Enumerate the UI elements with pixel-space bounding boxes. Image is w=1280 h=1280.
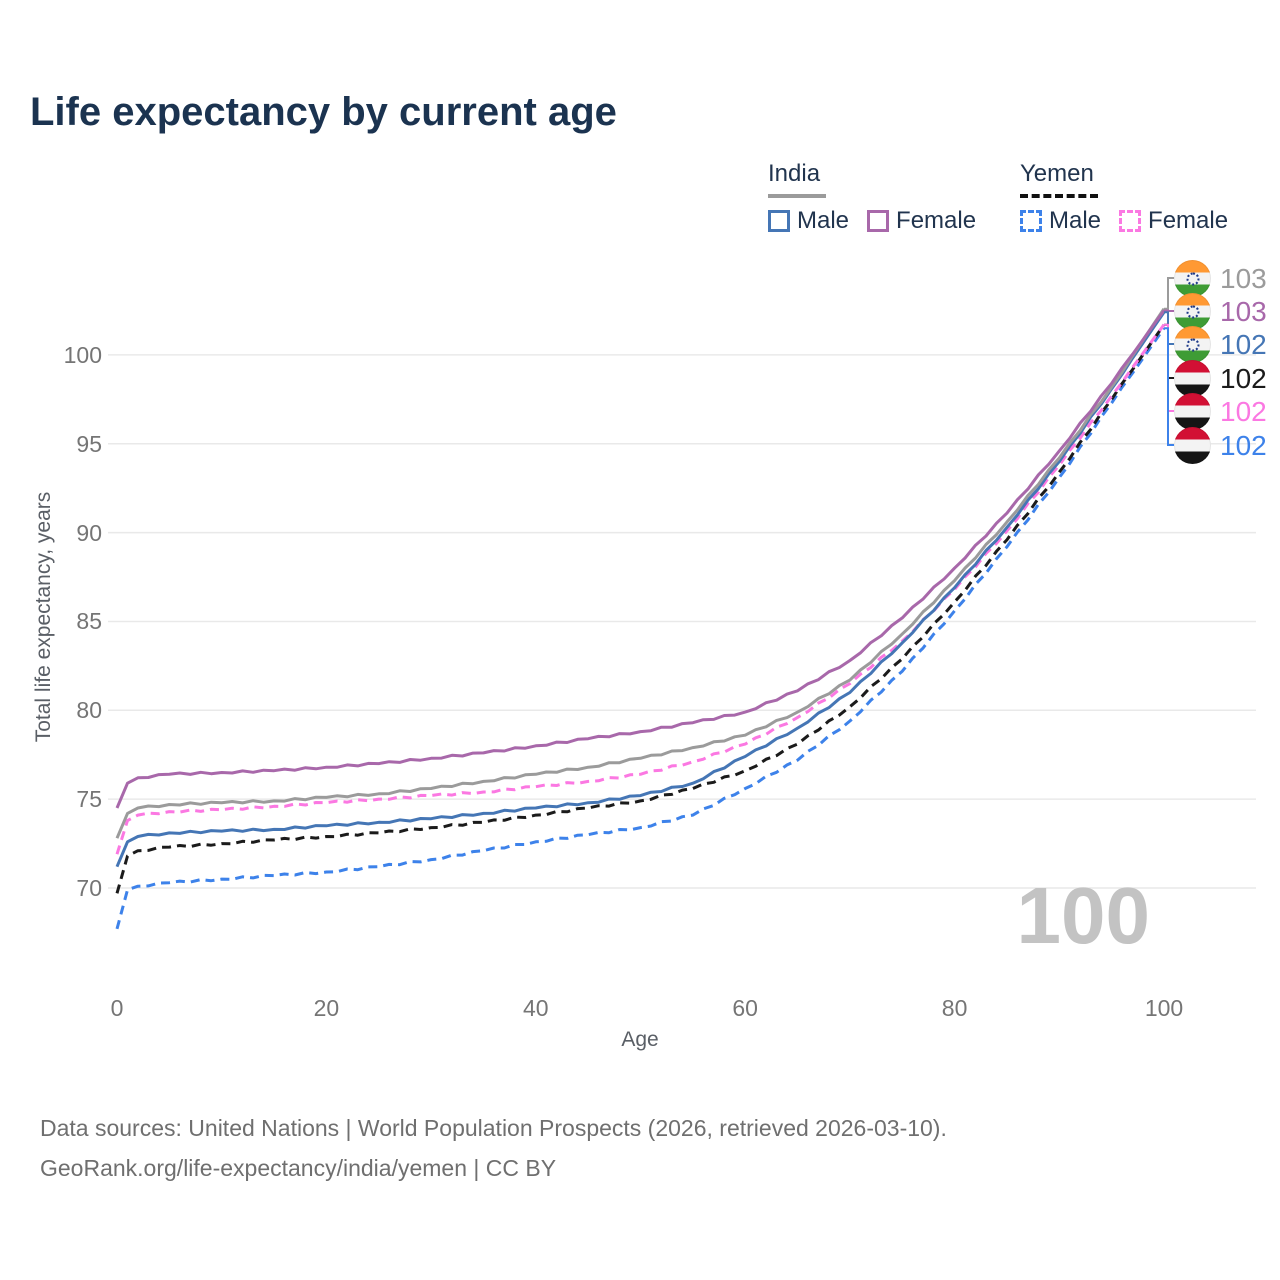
page-title: Life expectancy by current age xyxy=(30,90,617,134)
x-tick-label-100: 100 xyxy=(1144,995,1184,1021)
legend-item-yemen-male[interactable]: Male xyxy=(1020,207,1101,235)
series-line-yemen-female[interactable] xyxy=(115,323,1166,855)
india-male-swatch-icon xyxy=(768,210,790,232)
india-flag-icon xyxy=(1174,260,1211,297)
x-tick-label-0: 0 xyxy=(110,995,124,1021)
y-tick-label-70: 70 xyxy=(76,875,102,901)
ashoka-chakra-icon xyxy=(1186,338,1199,351)
series-line-india-total[interactable] xyxy=(115,307,1166,839)
x-tick-label-40: 40 xyxy=(523,995,549,1021)
callout-row-yemen-5: 102 xyxy=(1174,427,1267,464)
callout-value: 102 xyxy=(1220,362,1267,394)
legend-country-india[interactable]: India xyxy=(768,160,821,187)
legend-underline-yemen-dashed xyxy=(1020,194,1098,198)
legend-label-india-female: Female xyxy=(896,207,977,234)
india-female-swatch-icon xyxy=(867,210,890,232)
india-flag-icon xyxy=(1174,293,1211,330)
x-tick-label-60: 60 xyxy=(732,995,758,1021)
callout-value: 103 xyxy=(1220,295,1267,327)
y-tick-label-75: 75 xyxy=(76,786,102,813)
legend-label-india-male: Male xyxy=(797,207,850,234)
series-line-india-male[interactable] xyxy=(115,311,1166,868)
yemen-flag-icon xyxy=(1174,360,1211,397)
y-tick-label-85: 85 xyxy=(76,608,102,635)
series-line-india-female[interactable] xyxy=(115,309,1166,809)
legend-label-yemen-female: Female xyxy=(1148,207,1229,234)
series-line-yemen-male[interactable] xyxy=(115,327,1166,930)
callout-value: 103 xyxy=(1220,262,1267,294)
leader-line-india-female xyxy=(1164,309,1174,312)
legend-item-india-female[interactable]: Female xyxy=(867,207,976,235)
callout-row-yemen-4: 102 xyxy=(1174,393,1267,430)
y-tick-label-100: 100 xyxy=(63,341,102,368)
y-tick-label-80: 80 xyxy=(76,697,102,724)
yemen-flag-icon xyxy=(1174,427,1211,464)
y-tick-label-90: 90 xyxy=(76,519,102,546)
callout-row-india-2: 102 xyxy=(1174,326,1267,363)
x-axis-title: Age xyxy=(621,1028,659,1051)
callout-row-india-0: 103 xyxy=(1174,260,1267,297)
callout-row-india-1: 103 xyxy=(1174,293,1267,330)
legend-country-yemen[interactable]: Yemen xyxy=(1020,160,1094,187)
data-source-line: Data sources: United Nations | World Pop… xyxy=(40,1115,947,1141)
yemen-female-swatch-icon xyxy=(1119,210,1142,232)
x-tick-label-20: 20 xyxy=(313,995,340,1021)
callout-value: 102 xyxy=(1220,429,1267,461)
legend-underline-india-solid xyxy=(768,194,826,198)
yemen-male-swatch-icon xyxy=(1020,210,1042,232)
callout-leader-lines xyxy=(1164,277,1174,446)
license-line: GeoRank.org/life-expectancy/india/yemen … xyxy=(40,1155,557,1182)
legend-group-yemen: Yemen Male Female xyxy=(1020,160,1228,235)
yemen-flag-icon xyxy=(1174,393,1211,430)
callout-value: 102 xyxy=(1220,395,1267,427)
ashoka-chakra-icon xyxy=(1186,272,1199,285)
series-lines xyxy=(115,307,1166,930)
leader-line-india-total xyxy=(1164,277,1174,310)
legend-label-yemen-male: Male xyxy=(1049,207,1102,234)
ashoka-chakra-icon xyxy=(1186,305,1199,318)
y-tick-label-95: 95 xyxy=(76,430,102,457)
legend-item-india-male[interactable]: Male xyxy=(768,207,849,235)
legend-item-yemen-female[interactable]: Female xyxy=(1119,207,1228,235)
legend-group-india: India Male Female xyxy=(768,160,976,235)
footer-attribution: Data sources: United Nations | World Pop… xyxy=(40,1108,947,1189)
series-line-yemen-total[interactable] xyxy=(115,323,1166,894)
india-flag-icon xyxy=(1174,326,1211,363)
age-watermark: 100 xyxy=(1016,871,1150,960)
x-tick-label-80: 80 xyxy=(941,995,968,1021)
callout-value: 102 xyxy=(1220,328,1267,360)
leader-line-yemen-male xyxy=(1164,327,1174,446)
callout-row-yemen-3: 102 xyxy=(1174,360,1267,397)
